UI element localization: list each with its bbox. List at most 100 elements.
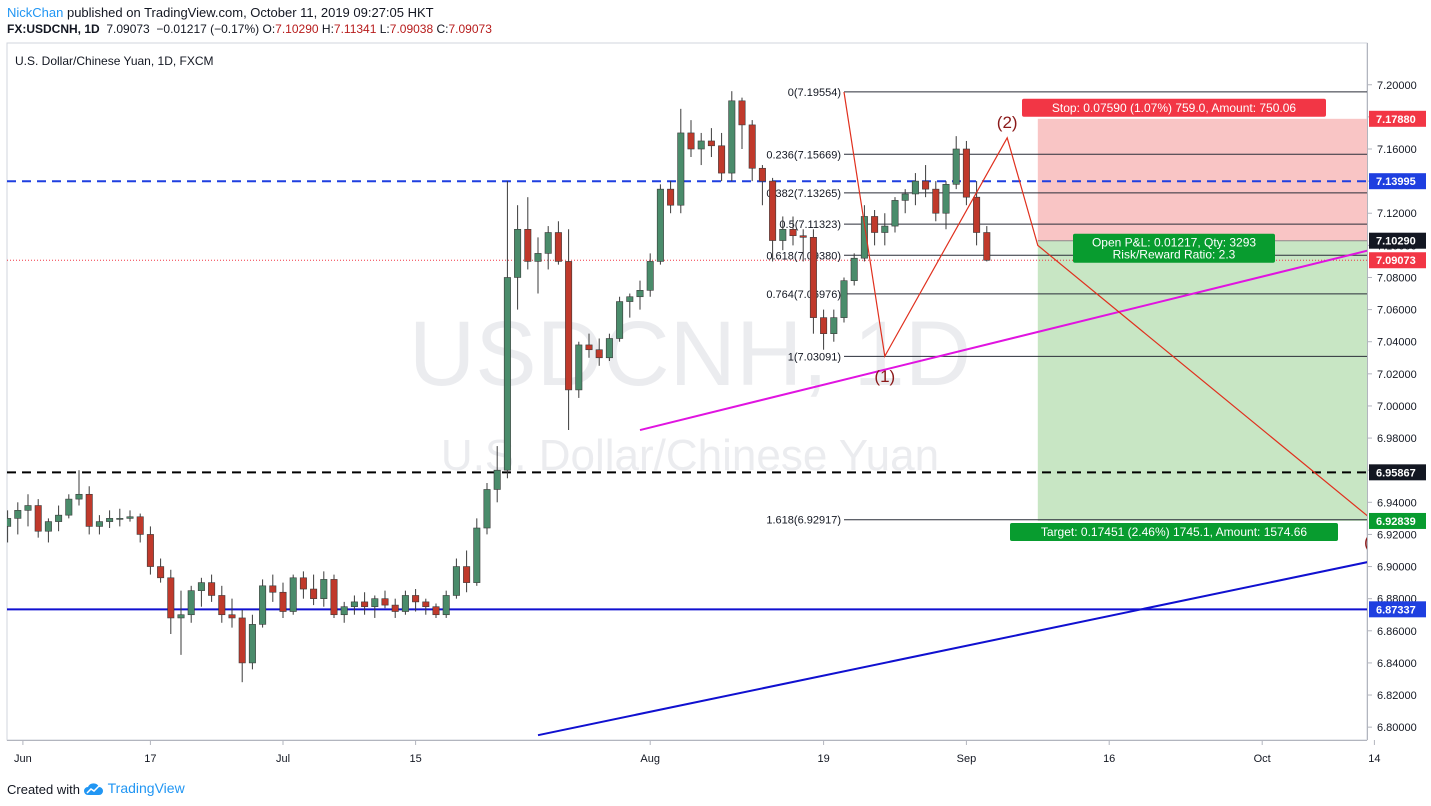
candle[interactable]	[871, 210, 879, 246]
candle[interactable]	[942, 181, 950, 230]
candle[interactable]	[911, 173, 919, 206]
candle[interactable]	[279, 582, 287, 618]
candle[interactable]	[534, 237, 542, 294]
candle[interactable]	[738, 97, 746, 149]
candle[interactable]	[340, 601, 348, 623]
candle[interactable]	[146, 526, 154, 575]
candle[interactable]	[544, 226, 552, 270]
candle[interactable]	[656, 184, 664, 265]
candle[interactable]	[809, 229, 817, 334]
candle[interactable]	[177, 590, 185, 655]
candle[interactable]	[616, 296, 624, 342]
candle[interactable]	[493, 446, 501, 503]
candle[interactable]	[4, 510, 12, 543]
candle[interactable]	[422, 598, 430, 615]
candle[interactable]	[463, 550, 471, 593]
candle[interactable]	[361, 592, 369, 615]
candle[interactable]	[248, 614, 256, 670]
candle[interactable]	[707, 128, 715, 158]
candle[interactable]	[44, 518, 52, 543]
candle[interactable]	[626, 293, 634, 318]
candle[interactable]	[769, 177, 777, 262]
price-chart[interactable]: USDCNH, 1DU.S. Dollar/Chinese Yuan 0(7.1…	[0, 40, 1431, 773]
candle[interactable]	[106, 510, 114, 529]
price-axis[interactable]	[1368, 43, 1431, 740]
tradingview-logo[interactable]: TradingView	[82, 780, 185, 797]
candle[interactable]	[320, 571, 328, 607]
candle[interactable]	[381, 590, 389, 609]
candle[interactable]	[126, 510, 134, 522]
candle[interactable]	[575, 341, 583, 398]
candle[interactable]	[289, 574, 297, 615]
candle[interactable]	[55, 505, 63, 532]
candle[interactable]	[75, 470, 83, 506]
candle[interactable]	[14, 502, 22, 535]
candle[interactable]	[116, 508, 124, 527]
candle[interactable]	[391, 598, 399, 618]
candle[interactable]	[789, 216, 797, 246]
candle[interactable]	[95, 515, 103, 535]
candle[interactable]	[330, 574, 338, 618]
candle[interactable]	[442, 590, 450, 618]
magenta-trendline[interactable]	[639, 146, 1431, 432]
candle[interactable]	[983, 226, 991, 262]
candle[interactable]	[167, 569, 175, 635]
candle[interactable]	[503, 181, 511, 479]
candle[interactable]	[962, 140, 970, 206]
candle[interactable]	[259, 579, 267, 628]
candle[interactable]	[85, 486, 93, 535]
candle[interactable]	[483, 483, 491, 535]
candle[interactable]	[820, 309, 828, 350]
candle[interactable]	[238, 609, 246, 683]
elliott-wave-path[interactable]	[843, 91, 1431, 522]
candle[interactable]	[605, 333, 613, 361]
candle[interactable]	[24, 494, 32, 527]
pnl-label[interactable]: Open P&L: 0.01217, Qty: 3293Risk/Reward …	[1073, 233, 1275, 263]
candle[interactable]	[208, 574, 216, 602]
candle[interactable]	[728, 91, 736, 182]
candle[interactable]	[565, 229, 573, 431]
candle[interactable]	[218, 585, 226, 623]
candle[interactable]	[401, 590, 409, 615]
candle[interactable]	[65, 494, 73, 519]
candle[interactable]	[758, 165, 766, 206]
candle[interactable]	[687, 120, 695, 158]
candle[interactable]	[310, 574, 318, 606]
candle[interactable]	[228, 598, 236, 628]
candle[interactable]	[136, 513, 144, 543]
candle[interactable]	[850, 253, 858, 286]
candle[interactable]	[677, 108, 685, 214]
candle[interactable]	[34, 499, 42, 538]
candle[interactable]	[932, 181, 940, 222]
candle[interactable]	[412, 589, 420, 612]
candle[interactable]	[901, 189, 909, 214]
candle[interactable]	[350, 595, 358, 615]
candle[interactable]	[432, 603, 440, 618]
candle[interactable]	[299, 571, 307, 599]
candle[interactable]	[952, 136, 960, 190]
stop-label[interactable]: Stop: 0.07590 (1.07%) 759.0, Amount: 750…	[1022, 98, 1326, 117]
candle[interactable]	[840, 277, 848, 323]
candle[interactable]	[748, 120, 756, 182]
candle[interactable]	[718, 132, 726, 182]
candle[interactable]	[554, 221, 562, 265]
candle[interactable]	[881, 213, 889, 246]
candle[interactable]	[524, 197, 532, 270]
blue-trendline[interactable]	[537, 473, 1431, 737]
candle[interactable]	[452, 558, 460, 599]
candle[interactable]	[157, 558, 165, 583]
stop-loss-zone[interactable]	[1037, 118, 1367, 241]
author-link[interactable]: NickChan	[7, 5, 64, 20]
candle[interactable]	[269, 574, 277, 602]
candle[interactable]	[473, 518, 481, 586]
candle[interactable]	[595, 338, 603, 366]
candle[interactable]	[830, 309, 838, 342]
candle[interactable]	[197, 577, 205, 607]
candle[interactable]	[922, 165, 930, 198]
candle[interactable]	[646, 253, 654, 297]
candle[interactable]	[860, 205, 868, 262]
candle[interactable]	[891, 197, 899, 233]
candle[interactable]	[514, 205, 522, 310]
candle[interactable]	[779, 216, 787, 251]
candle[interactable]	[585, 333, 593, 358]
